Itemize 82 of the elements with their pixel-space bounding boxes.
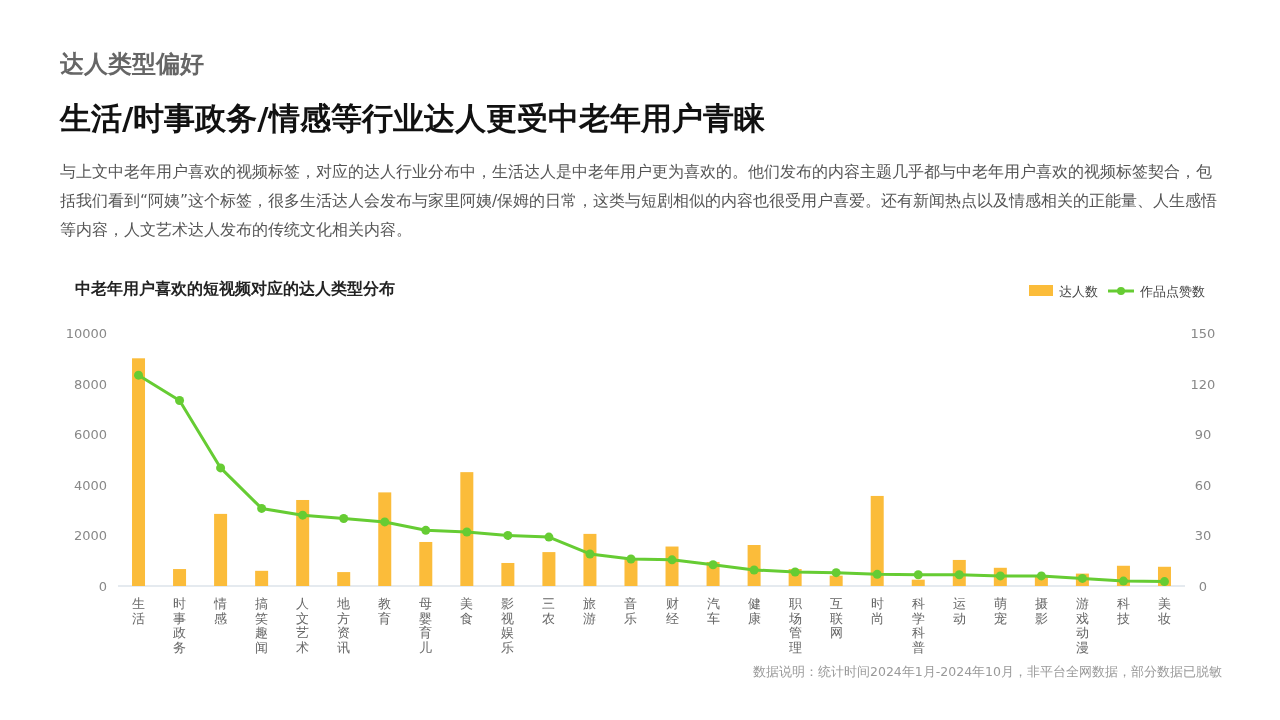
y-tick-label: 2000 <box>73 528 107 544</box>
y2-tick-label: 60 <box>1194 477 1212 493</box>
point <box>790 567 800 577</box>
x-tick-label: 汽车 <box>706 596 720 626</box>
text: 与上文中老年用户喜欢的视频标签，对应的达人行业分布中，生活达人是中老年用户更为喜欢的。他们发布的内容主题几乎都与中老年用户喜欢的视频标签契合，包括我们看到“阿姨”这个标签，很多生活达人会发布与家里阿姨/保姆的日常，这类与短剧相似的内容也很受用户喜爱。还有新闻热点以及情感相关的正能量、人生感悟等内容，人文艺术达人发布的传统文化相关内容。 <box>60 162 1219 241</box>
y-tick-label: 4000 <box>73 477 107 493</box>
point <box>1036 571 1046 581</box>
x-tick-label: 运动 <box>952 596 966 626</box>
point <box>872 569 882 579</box>
x-tick-label: 科技 <box>1115 596 1130 626</box>
bar <box>829 575 843 586</box>
bar <box>419 541 433 586</box>
text: 达人类型偏好 <box>60 49 204 80</box>
x-tick-label: 时尚 <box>870 596 884 626</box>
point <box>380 517 390 527</box>
bar <box>337 572 351 586</box>
bar <box>214 513 228 586</box>
y-tick-label: 10000 <box>65 326 107 341</box>
x-tick-label: 萌宠 <box>993 596 1007 626</box>
point <box>175 395 185 405</box>
y2-tick-label: 90 <box>1194 427 1212 443</box>
x-tick-label: 母婴育儿 <box>419 596 433 655</box>
x-tick-label: 人文艺术 <box>296 596 310 655</box>
point <box>626 554 636 564</box>
x-tick-label: 游戏动漫 <box>1075 596 1089 655</box>
point <box>585 549 595 559</box>
x-tick-label: 音乐 <box>624 596 638 626</box>
point <box>708 560 718 570</box>
legend-label: 作品点赞数 <box>1139 284 1205 299</box>
point <box>216 463 226 473</box>
y2-tick-label: 150 <box>1190 326 1216 341</box>
y2-tick-label: 30 <box>1194 528 1212 544</box>
x-tick-label: 三农 <box>542 596 556 626</box>
x-tick-label: 搞笑趣闻 <box>255 596 269 655</box>
bar <box>296 499 310 586</box>
legend-label: 达人数 <box>1059 284 1098 299</box>
y-tick-label: 8000 <box>73 376 107 392</box>
bar <box>542 552 556 586</box>
bar <box>911 579 925 586</box>
bar <box>173 569 187 586</box>
x-tick-label: 时事政务 <box>173 596 187 655</box>
x-tick-label: 科学科普 <box>911 596 925 655</box>
text: 生活/时事政务/情感等行业达人更受中老年用户青睐 <box>60 99 765 138</box>
bar <box>132 358 146 586</box>
point <box>421 525 431 535</box>
point <box>913 570 923 580</box>
y2-tick-label: 0 <box>1198 579 1208 594</box>
x-tick-label: 互联网 <box>829 596 843 640</box>
bar <box>460 472 474 586</box>
point <box>831 568 841 578</box>
point <box>1159 577 1169 587</box>
x-tick-label: 健康 <box>747 596 761 626</box>
point <box>544 532 554 542</box>
point <box>1118 576 1128 586</box>
x-tick-label: 财经 <box>665 596 679 626</box>
text: 数据说明：统计时间2024年1月-2024年10月，非平台全网数据，部分数据已脱敏 <box>753 664 1222 681</box>
x-tick-label: 摄影 <box>1034 596 1048 626</box>
x-tick-label: 情感 <box>213 596 228 626</box>
chart-title: 中老年用户喜欢的短视频对应的达人类型分布 <box>75 279 395 298</box>
x-tick-label: 影视娱乐 <box>501 596 515 655</box>
point <box>134 370 144 380</box>
point <box>298 510 308 520</box>
y-tick-label: 0 <box>98 579 107 594</box>
point <box>667 555 677 565</box>
x-tick-label: 地方资讯 <box>336 596 351 655</box>
point <box>749 565 759 575</box>
bar <box>870 495 884 586</box>
point <box>257 503 267 513</box>
bar <box>255 570 269 586</box>
x-tick-label: 职场管理 <box>787 596 802 655</box>
point <box>462 527 472 537</box>
x-tick-label: 教育 <box>378 596 392 626</box>
bar <box>378 492 392 586</box>
point <box>503 530 513 540</box>
x-tick-label: 美妆 <box>1157 596 1171 626</box>
x-tick-label: 旅游 <box>583 596 597 626</box>
x-tick-label: 美食 <box>460 596 474 626</box>
point <box>339 514 349 524</box>
bar <box>501 562 515 586</box>
y-tick-label: 6000 <box>73 427 107 443</box>
y2-tick-label: 120 <box>1190 376 1216 392</box>
x-tick-label: 生活 <box>132 596 146 626</box>
